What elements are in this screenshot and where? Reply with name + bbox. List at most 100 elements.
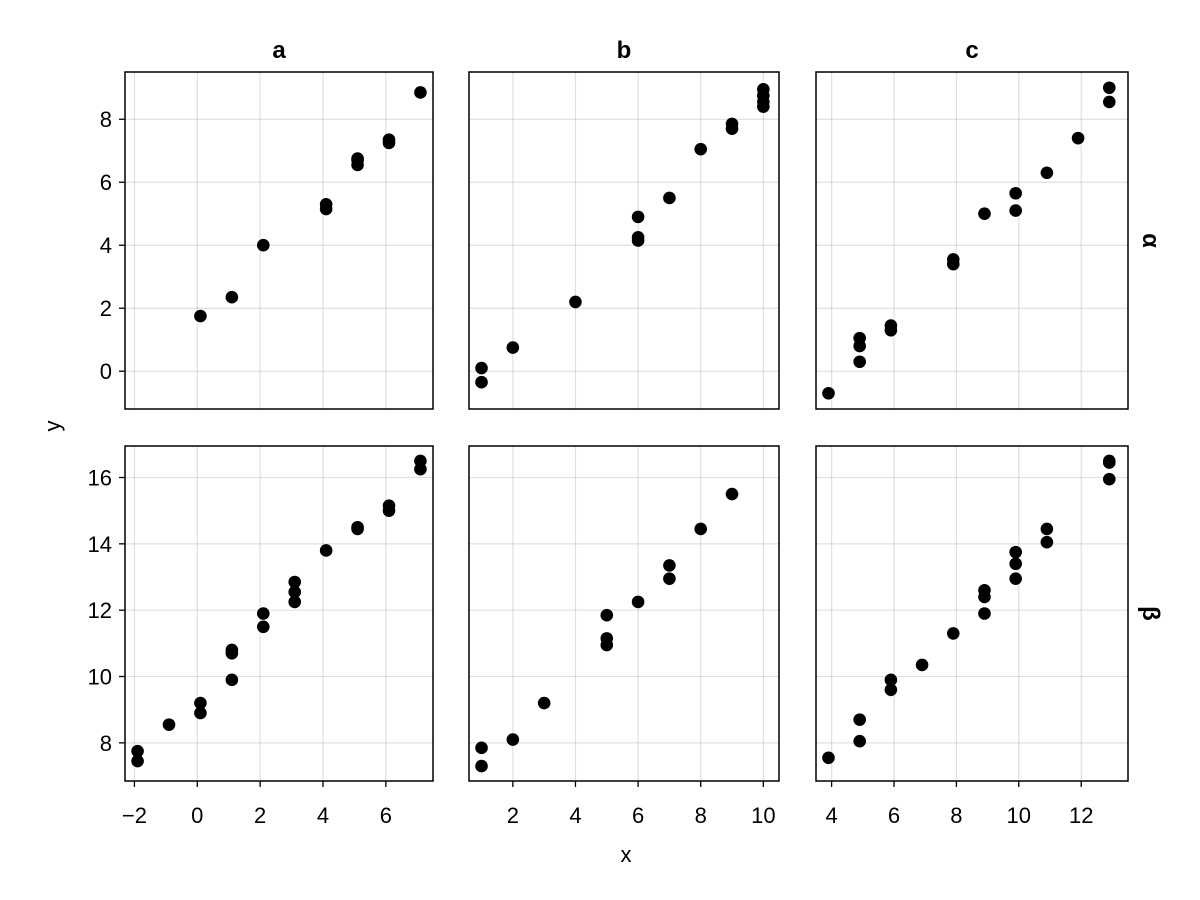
- x-tick-label: 10: [1007, 803, 1031, 828]
- panel-frame: [468, 71, 780, 410]
- data-point: [319, 197, 333, 211]
- data-point: [853, 331, 866, 345]
- y-tick-label: 10: [88, 665, 112, 690]
- data-point: [600, 632, 614, 645]
- data-point: [414, 86, 427, 99]
- data-point: [853, 355, 866, 369]
- panel-b-beta: [468, 445, 780, 782]
- series-points-a-beta: [131, 454, 427, 768]
- column-title-c: c: [965, 37, 978, 64]
- data-point: [382, 499, 396, 513]
- data-point: [1102, 454, 1116, 468]
- data-point: [1102, 81, 1116, 95]
- data-point: [978, 583, 991, 597]
- data-point: [506, 733, 520, 746]
- data-point: [694, 142, 708, 156]
- data-point: [1102, 95, 1116, 109]
- panel-a-alpha: [124, 71, 434, 410]
- y-tick-label: 6: [100, 170, 112, 195]
- data-point: [822, 386, 835, 400]
- data-point: [694, 522, 708, 536]
- data-point: [475, 759, 488, 773]
- x-tick-label: 0: [191, 803, 203, 828]
- data-point: [351, 152, 364, 165]
- data-point: [1040, 522, 1054, 536]
- data-point: [853, 713, 866, 726]
- y-tick-label: 14: [88, 532, 112, 557]
- y-tick-label: 16: [88, 466, 112, 491]
- series-points-b-beta: [475, 487, 739, 773]
- series-points-a-alpha: [194, 86, 427, 323]
- panel-frame: [815, 71, 1129, 410]
- column-title-a: a: [272, 37, 286, 64]
- row-label-alpha: α: [1137, 233, 1164, 248]
- data-point: [757, 83, 770, 96]
- data-point: [1009, 572, 1022, 585]
- data-point: [915, 658, 929, 672]
- x-tick-label: 2: [507, 803, 519, 828]
- column-title-b: b: [617, 37, 632, 64]
- panel-frame: [815, 445, 1129, 782]
- data-point: [225, 643, 239, 657]
- data-point: [822, 751, 835, 765]
- panel-frame: [124, 71, 434, 410]
- data-point: [1102, 472, 1116, 486]
- data-point: [663, 191, 676, 205]
- data-point: [884, 683, 898, 697]
- data-point: [1009, 545, 1022, 559]
- panel-a-beta: [124, 445, 434, 782]
- data-point: [884, 673, 898, 687]
- data-point: [475, 741, 488, 755]
- x-tick-label: 10: [751, 803, 775, 828]
- data-point: [884, 319, 898, 332]
- data-point: [382, 133, 396, 147]
- data-point: [631, 210, 645, 224]
- y-tick-label: 12: [88, 598, 112, 623]
- data-point: [225, 290, 239, 304]
- series-points-b-alpha: [475, 83, 770, 389]
- x-tick-label: 8: [695, 803, 707, 828]
- x-tick-label: −2: [122, 803, 147, 828]
- panel-c-beta: [815, 445, 1129, 782]
- x-tick-label: 12: [1069, 803, 1093, 828]
- data-point: [256, 238, 270, 252]
- data-point: [225, 673, 239, 687]
- data-point: [946, 627, 960, 640]
- x-tick-label: 4: [825, 803, 837, 828]
- data-point: [1071, 131, 1085, 145]
- data-point: [725, 487, 739, 501]
- data-point: [1009, 186, 1022, 200]
- y-tick-label: 4: [100, 233, 112, 258]
- data-point: [288, 585, 302, 599]
- data-point: [978, 607, 991, 620]
- x-tick-label: 4: [569, 803, 581, 828]
- x-tick-label: 8: [950, 803, 962, 828]
- data-point: [600, 608, 614, 622]
- data-point: [978, 207, 991, 221]
- panel-c-alpha: [815, 71, 1129, 410]
- data-point: [663, 572, 676, 585]
- data-point: [1009, 557, 1022, 571]
- x-tick-label: 6: [888, 803, 900, 828]
- data-point: [663, 559, 676, 572]
- data-point: [256, 607, 270, 620]
- x-tick-label: 2: [254, 803, 266, 828]
- y-tick-label: 0: [100, 359, 112, 384]
- data-point: [475, 375, 488, 389]
- data-point: [131, 744, 144, 758]
- x-tick-label: 4: [317, 803, 329, 828]
- data-point: [351, 520, 364, 534]
- data-point: [1009, 204, 1022, 217]
- data-point: [194, 696, 207, 710]
- data-point: [1040, 166, 1054, 180]
- x-tick-label: 6: [380, 803, 392, 828]
- data-point: [1040, 535, 1054, 549]
- data-point: [319, 544, 333, 557]
- data-point: [194, 309, 207, 323]
- data-point: [256, 620, 270, 634]
- data-point: [725, 117, 739, 131]
- data-point: [537, 696, 551, 710]
- data-point: [569, 295, 582, 309]
- data-point: [631, 595, 645, 609]
